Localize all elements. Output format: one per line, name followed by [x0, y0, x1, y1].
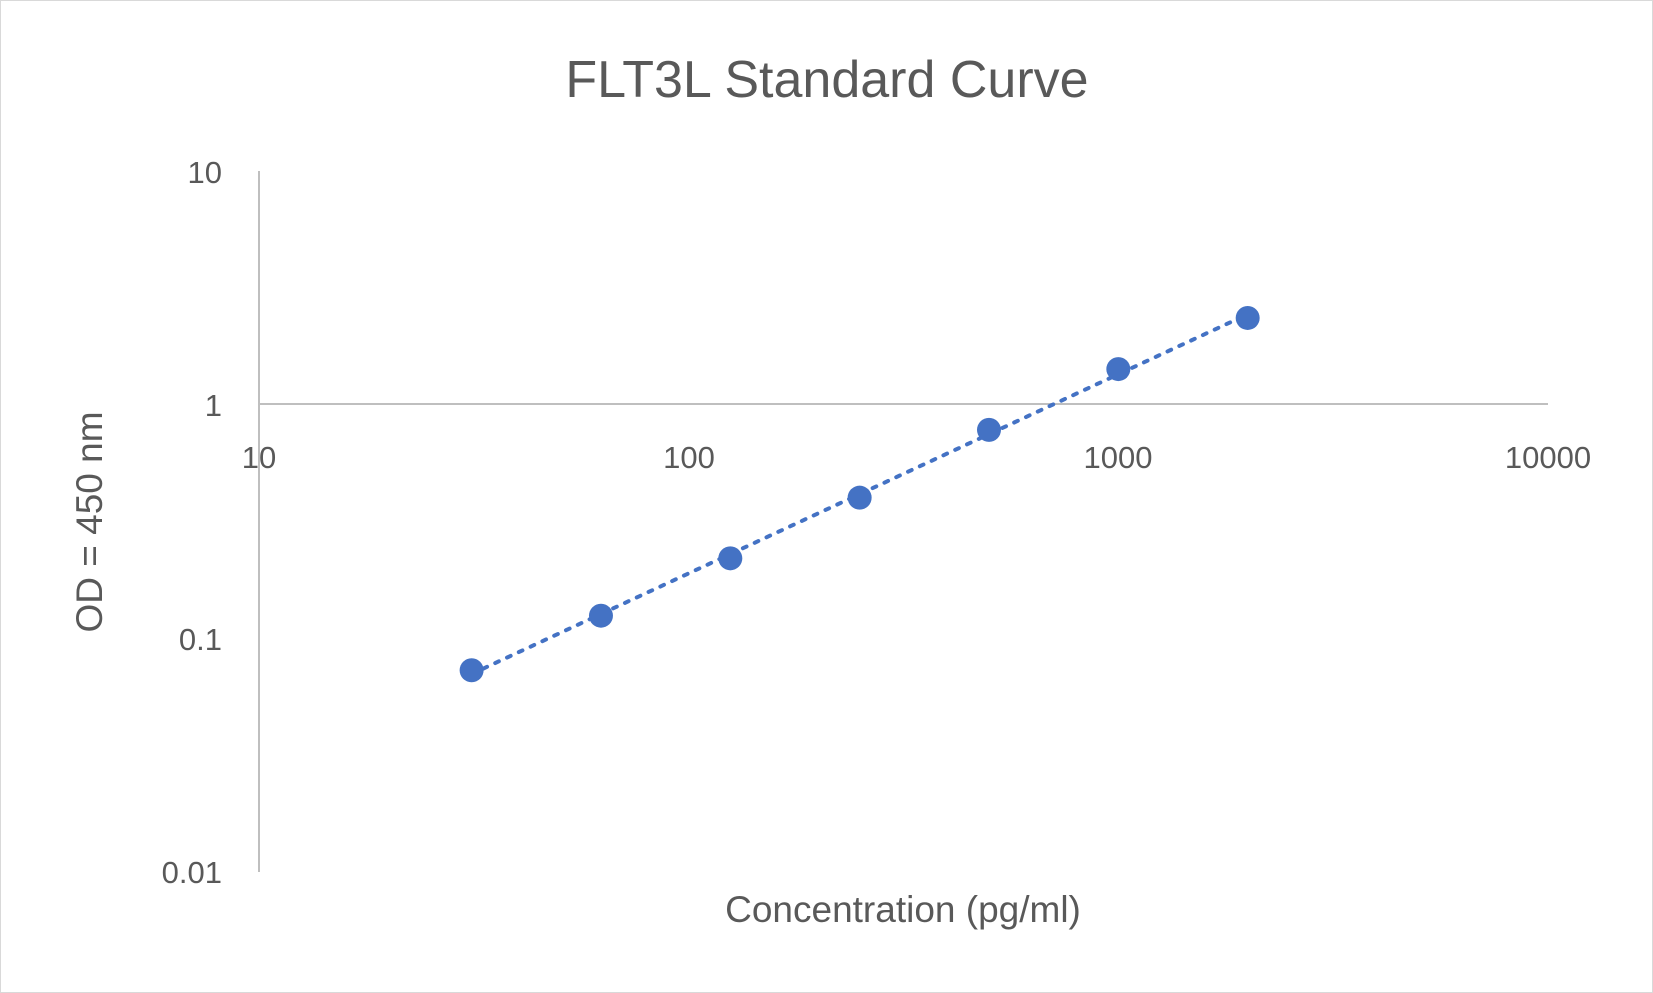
y-tick-label: 0.01: [162, 855, 222, 890]
data-points: [459, 305, 1260, 683]
data-point: [459, 658, 484, 683]
x-axis-title: Concentration (pg/ml): [725, 889, 1081, 930]
chart-title: FLT3L Standard Curve: [565, 51, 1088, 109]
data-point: [1235, 305, 1260, 330]
data-point: [718, 546, 743, 571]
x-tick-label: 100: [663, 440, 715, 475]
y-axis-title: OD = 450 nm: [69, 411, 110, 632]
y-tick-label: 1: [205, 388, 222, 423]
data-point: [847, 485, 872, 510]
x-tick-label: 10: [242, 440, 276, 475]
data-point: [588, 603, 613, 628]
y-tick-label: 10: [188, 155, 222, 190]
y-tick-label: 0.1: [179, 622, 222, 657]
x-tick-label: 1000: [1084, 440, 1153, 475]
data-point: [1106, 357, 1131, 382]
x-tick-label: 10000: [1505, 440, 1591, 475]
data-point: [976, 417, 1001, 442]
